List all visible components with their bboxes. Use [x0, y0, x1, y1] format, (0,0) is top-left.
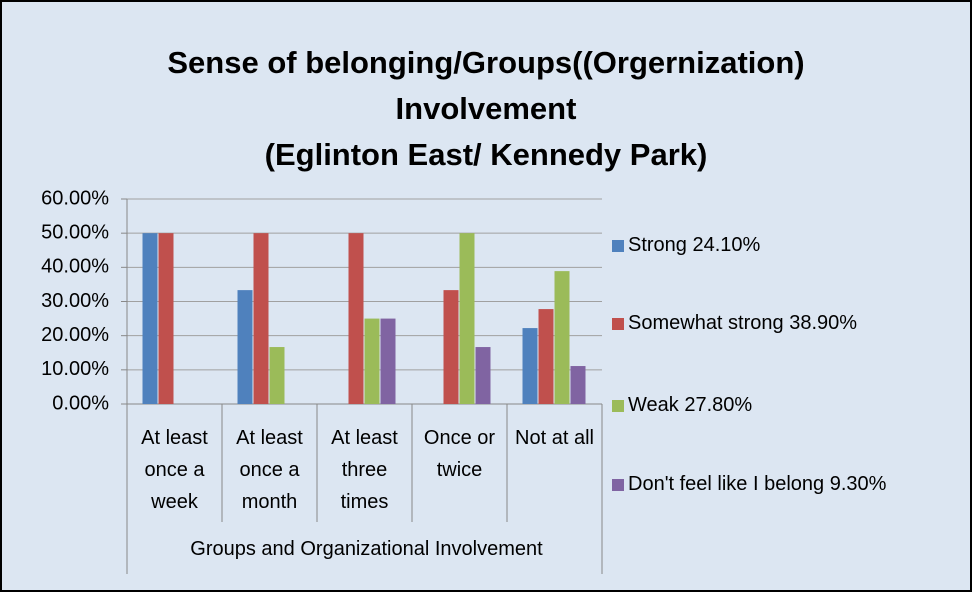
bar: [237, 290, 253, 404]
legend-swatch: [612, 240, 624, 252]
x-tick-label: At least three times: [331, 427, 398, 513]
chart-title: Sense of belonging/Groups((Orgernization…: [167, 45, 805, 172]
x-axis-label: Groups and Organizational Involvement: [190, 538, 543, 560]
bar: [380, 318, 396, 404]
legend-label: Strong 24.10%: [628, 234, 761, 256]
bar: [269, 347, 285, 404]
legend-swatch: [612, 479, 624, 491]
bar: [253, 233, 269, 404]
y-tick-label: 30.00%: [41, 290, 109, 312]
bar: [554, 271, 570, 404]
bar: [142, 233, 158, 404]
legend-item: Don't feel like I belong 9.30%: [612, 469, 952, 500]
bar: [459, 233, 475, 404]
bar: [364, 318, 380, 404]
legend-item: Strong 24.10%: [612, 230, 952, 261]
legend-swatch: [612, 400, 624, 412]
y-tick-label: 20.00%: [41, 324, 109, 346]
bar: [522, 328, 538, 404]
legend-swatch: [612, 318, 624, 330]
bar: [158, 233, 174, 404]
legend-label: Don't feel like I belong 9.30%: [628, 473, 887, 495]
bar: [475, 347, 491, 404]
x-tick-label: At least once a month: [236, 427, 303, 513]
y-tick-label: 60.00%: [41, 187, 109, 209]
x-tick-label: Not at all: [515, 427, 594, 449]
bar: [538, 309, 554, 404]
y-tick-label: 10.00%: [41, 358, 109, 380]
y-tick-label: 50.00%: [41, 221, 109, 243]
legend-item: Somewhat strong 38.90%: [612, 308, 952, 339]
x-tick-label: Once or twice: [423, 427, 496, 481]
bar: [443, 290, 459, 404]
legend-label: Weak 27.80%: [628, 394, 753, 416]
legend-item: Weak 27.80%: [612, 390, 952, 421]
x-tick-label: At least once a week: [141, 427, 208, 513]
bar: [348, 233, 364, 404]
y-tick-label: 0.00%: [52, 392, 109, 414]
y-tick-label: 40.00%: [41, 256, 109, 278]
bar: [570, 366, 586, 404]
legend-label: Somewhat strong 38.90%: [628, 312, 858, 334]
